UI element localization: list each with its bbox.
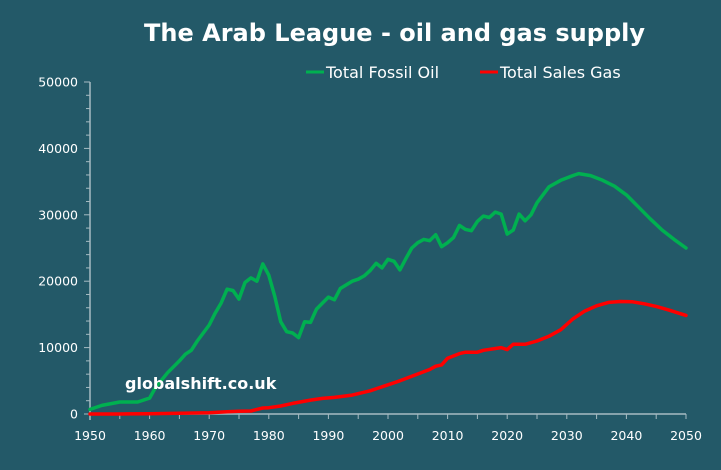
y-tick-label: 40000 <box>38 141 78 156</box>
x-tick-label: 2050 <box>670 428 702 443</box>
x-tick-label: 1980 <box>253 428 285 443</box>
legend: Total Fossil Oil Total Sales Gas <box>306 63 621 82</box>
watermark: globalshift.co.uk <box>125 374 277 393</box>
chart-title: The Arab League - oil and gas supply <box>144 19 645 47</box>
y-tick-label: 20000 <box>38 274 78 289</box>
x-tick-label: 2010 <box>432 428 464 443</box>
legend-item-gas: Total Sales Gas <box>480 63 621 82</box>
x-tick-label: 2030 <box>551 428 583 443</box>
x-tick-label: 2000 <box>372 428 404 443</box>
series-line-total-sales-gas <box>88 299 688 416</box>
legend-item-oil: Total Fossil Oil <box>306 63 439 82</box>
legend-label-oil: Total Fossil Oil <box>325 63 439 82</box>
y-tick-label: 0 <box>70 407 78 422</box>
x-axis: 1950 1960 1970 1980 1990 2000 2010 2020 2030 2040… <box>74 413 702 443</box>
y-axis: 0 10000 20000 30000 40000 50000 <box>38 75 91 422</box>
y-tick-label: 10000 <box>38 340 78 355</box>
legend-label-gas: Total Sales Gas <box>499 63 621 82</box>
x-tick-label: 1990 <box>312 428 344 443</box>
x-tick-label: 1970 <box>193 428 225 443</box>
x-tick-label: 1960 <box>134 428 166 443</box>
y-tick-label: 50000 <box>38 75 78 90</box>
series-layer <box>88 171 688 416</box>
x-tick-label: 1950 <box>74 428 106 443</box>
x-tick-label: 2020 <box>491 428 523 443</box>
series-line-total-fossil-oil <box>88 171 688 412</box>
y-tick-label: 30000 <box>38 207 78 222</box>
x-tick-label: 2040 <box>610 428 642 443</box>
